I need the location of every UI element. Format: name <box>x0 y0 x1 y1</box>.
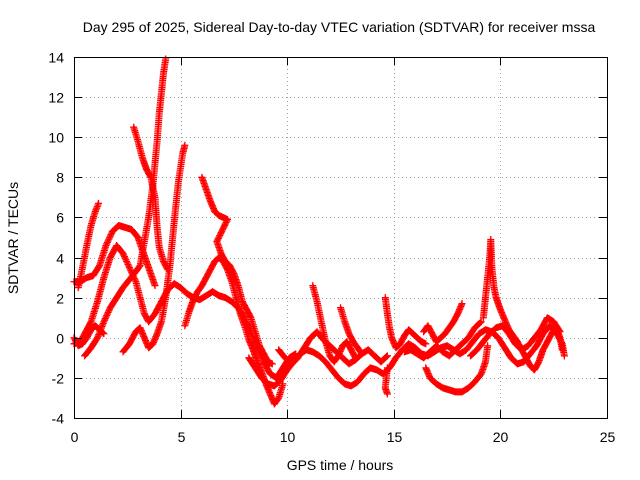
data-point <box>477 318 485 326</box>
data-point <box>107 231 115 239</box>
data-point <box>358 350 366 358</box>
data-point <box>120 253 128 261</box>
x-axis-label: GPS time / hours <box>287 457 394 473</box>
y-tick-label: 8 <box>56 170 64 186</box>
data-point <box>101 316 109 324</box>
series-trace-k <box>309 282 359 366</box>
data-point <box>100 330 108 338</box>
data-point <box>123 257 131 265</box>
data-point <box>86 319 94 327</box>
data-point <box>484 342 492 350</box>
data-point <box>124 260 132 268</box>
series-trace-m <box>381 294 430 352</box>
data-point <box>351 352 359 360</box>
data-point <box>135 263 143 271</box>
x-tick-label: 20 <box>493 429 509 445</box>
plot-frame <box>74 57 608 419</box>
series-trace-h <box>198 173 276 368</box>
data-point <box>104 237 112 245</box>
data-point <box>555 327 563 335</box>
x-tick-label: 0 <box>71 429 79 445</box>
series-trace-n <box>381 364 391 398</box>
series-trace-p <box>420 300 466 346</box>
data-point <box>105 235 113 243</box>
x-tick-label: 5 <box>178 429 186 445</box>
y-tick-label: 2 <box>56 291 64 307</box>
data-point <box>458 300 466 308</box>
data-point <box>120 251 128 259</box>
data-point <box>558 346 566 354</box>
data-point <box>151 282 159 290</box>
data-point <box>102 313 110 321</box>
data-point <box>122 256 130 264</box>
data-point <box>102 242 110 250</box>
data-point <box>105 307 113 315</box>
series-trace-r <box>467 314 564 360</box>
data-points <box>70 55 568 408</box>
ticks: 0 5 10 15 20 25 -4 -2 0 2 4 6 8 10 12 14 <box>48 50 615 446</box>
data-point <box>103 238 111 246</box>
data-point <box>95 199 103 207</box>
data-point <box>106 232 114 240</box>
series-trace-c <box>74 199 103 292</box>
data-point <box>106 234 114 242</box>
data-point <box>123 259 131 267</box>
data-point <box>162 55 170 63</box>
series-trace-e <box>130 123 172 274</box>
data-point <box>146 172 154 180</box>
y-tick-label: 10 <box>48 130 64 146</box>
series-trace-s <box>70 322 108 350</box>
y-tick-label: 0 <box>56 331 64 347</box>
data-point <box>246 312 254 320</box>
data-point <box>99 329 107 337</box>
data-point <box>103 310 111 318</box>
x-tick-label: 25 <box>600 429 616 445</box>
data-point <box>383 390 391 398</box>
data-point <box>100 318 108 326</box>
data-point <box>101 315 109 323</box>
y-tick-label: 4 <box>56 251 64 267</box>
y-tick-label: -2 <box>52 371 65 387</box>
data-point <box>119 250 127 258</box>
data-point <box>125 264 133 272</box>
data-point <box>268 360 276 368</box>
x-tick-label: 10 <box>280 429 296 445</box>
data-point <box>104 308 112 316</box>
y-tick-label: 6 <box>56 210 64 226</box>
data-point <box>121 254 129 262</box>
y-tick-label: 14 <box>48 50 64 66</box>
data-point <box>383 352 391 360</box>
data-point <box>357 349 365 357</box>
data-point <box>181 141 189 149</box>
data-point <box>422 340 430 348</box>
y-axis-label: SDTVAR / TECUs <box>5 182 21 294</box>
data-point <box>103 240 111 248</box>
data-point <box>556 328 564 336</box>
series-trace-l <box>337 304 366 358</box>
data-point <box>351 354 359 362</box>
data-point <box>103 311 111 319</box>
data-point <box>560 352 568 360</box>
data-point <box>125 262 133 270</box>
series-trace-o <box>422 342 492 396</box>
y-tick-label: -4 <box>52 411 65 427</box>
chart-title: Day 295 of 2025, Sidereal Day-to-day VTE… <box>83 19 596 35</box>
y-tick-label: 12 <box>48 90 64 106</box>
data-point <box>382 353 390 361</box>
series-trace-f <box>119 141 189 356</box>
x-tick-label: 15 <box>387 429 403 445</box>
data-point <box>476 319 484 327</box>
series-trace-t <box>400 318 485 362</box>
data-point <box>126 265 134 273</box>
